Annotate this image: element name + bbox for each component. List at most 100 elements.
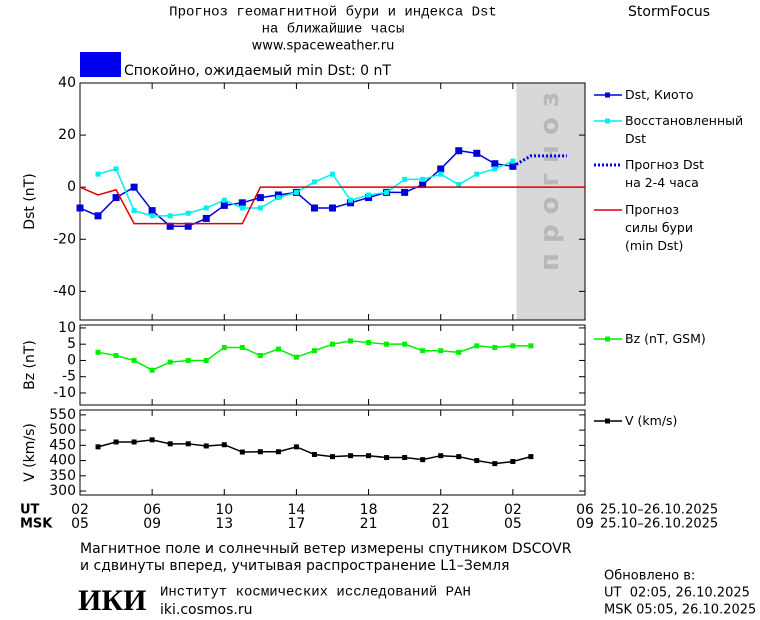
x-tick-label-msk: 09 — [576, 516, 594, 532]
marker — [95, 444, 101, 450]
ut-label: UT — [20, 503, 40, 518]
x-tick-label-msk: 01 — [432, 516, 450, 532]
legend-entry: Dst, Киото — [625, 87, 694, 102]
plot-frame — [79, 82, 586, 321]
marker — [221, 442, 227, 448]
legend-swatch — [605, 92, 610, 98]
x-tick-label: 06 — [576, 502, 594, 518]
marker — [203, 205, 209, 211]
marker — [203, 357, 209, 363]
marker — [113, 353, 119, 359]
y-tick-label: 20 — [58, 127, 76, 143]
updated-title: Обновлено в: — [604, 569, 695, 584]
marker — [131, 208, 137, 214]
marker — [203, 443, 209, 449]
marker — [167, 213, 173, 219]
marker — [167, 441, 173, 447]
x-tick-label-msk: 21 — [360, 516, 378, 532]
marker — [474, 343, 480, 349]
legend-entry: V (km/s) — [625, 413, 678, 428]
marker — [474, 458, 480, 464]
marker — [473, 149, 481, 157]
marker — [131, 439, 137, 445]
y-tick-label: -40 — [53, 283, 76, 299]
y-tick-label: -5 — [62, 369, 76, 385]
marker — [455, 147, 463, 155]
y-tick-label: 350 — [49, 468, 76, 484]
legend-swatch — [605, 336, 610, 342]
marker — [420, 457, 426, 463]
marker — [202, 214, 210, 222]
marker — [366, 340, 372, 346]
x-tick-label: 14 — [288, 502, 306, 518]
x-tick-label: 22 — [432, 502, 450, 518]
marker — [456, 349, 462, 355]
series-line — [79, 149, 513, 227]
y-tick-label: 0 — [67, 179, 76, 195]
x-tick-label-msk: 13 — [215, 516, 233, 532]
marker — [510, 343, 516, 349]
marker — [95, 171, 101, 177]
updated-msk: MSK 05:05, 26.10.2025 — [604, 603, 756, 618]
x-tick-label-msk: 17 — [288, 516, 306, 532]
x-tick-label: 06 — [143, 502, 161, 518]
marker — [492, 166, 498, 172]
marker — [438, 348, 444, 354]
marker — [94, 212, 102, 220]
y-tick-label: -10 — [53, 385, 76, 401]
y-axis-label: V (km/s) — [22, 423, 38, 482]
marker — [166, 222, 174, 230]
marker — [348, 453, 354, 459]
marker — [239, 449, 245, 455]
marker — [330, 454, 335, 460]
y-tick-label: 450 — [49, 437, 76, 453]
marker — [420, 348, 426, 354]
marker — [256, 194, 264, 202]
marker — [113, 439, 119, 445]
marker — [401, 188, 409, 196]
note: и сдвинуты вперед, учитывая распростране… — [80, 558, 509, 574]
legend-entry: Восстановленный Dst — [625, 113, 744, 146]
y-tick-label: 5 — [67, 336, 76, 352]
legend-swatch — [605, 418, 610, 424]
marker — [402, 341, 408, 347]
series-line — [97, 439, 532, 465]
marker — [438, 453, 444, 459]
marker — [238, 199, 246, 207]
x-tick-label: 18 — [360, 502, 378, 518]
x-tick-label: 02 — [504, 502, 522, 518]
series-line — [97, 160, 514, 217]
msk-label: MSK — [20, 517, 53, 532]
marker — [275, 346, 281, 352]
chart-title: Прогноз геомагнитной бури и индекса Dst — [169, 4, 497, 21]
marker — [113, 166, 119, 172]
marker — [149, 213, 155, 219]
marker — [491, 160, 499, 168]
y-tick-label: 0 — [67, 352, 76, 368]
status-box — [80, 52, 121, 77]
marker — [293, 189, 299, 195]
marker — [474, 171, 480, 177]
marker — [366, 453, 372, 459]
marker — [310, 204, 318, 212]
marker — [438, 171, 444, 177]
date-range: 25.10–26.10.2025 — [600, 503, 718, 518]
marker — [492, 461, 498, 467]
subtitle: на ближайшие часы — [262, 21, 405, 38]
source: www.spaceweather.ru — [252, 39, 395, 54]
status: Спокойно, ожидаемый min Dst: 0 nT — [124, 63, 391, 79]
marker — [347, 199, 355, 207]
marker — [402, 176, 408, 182]
marker — [257, 205, 263, 211]
y-tick-label: 40 — [58, 75, 76, 91]
y-tick-label: 500 — [49, 422, 76, 438]
updated-ut: UT 02:05, 26.10.2025 — [604, 586, 750, 601]
plot-frame — [79, 324, 586, 406]
marker — [330, 171, 335, 177]
marker — [528, 454, 534, 460]
marker — [149, 437, 155, 443]
marker — [220, 201, 228, 209]
marker — [185, 441, 191, 447]
